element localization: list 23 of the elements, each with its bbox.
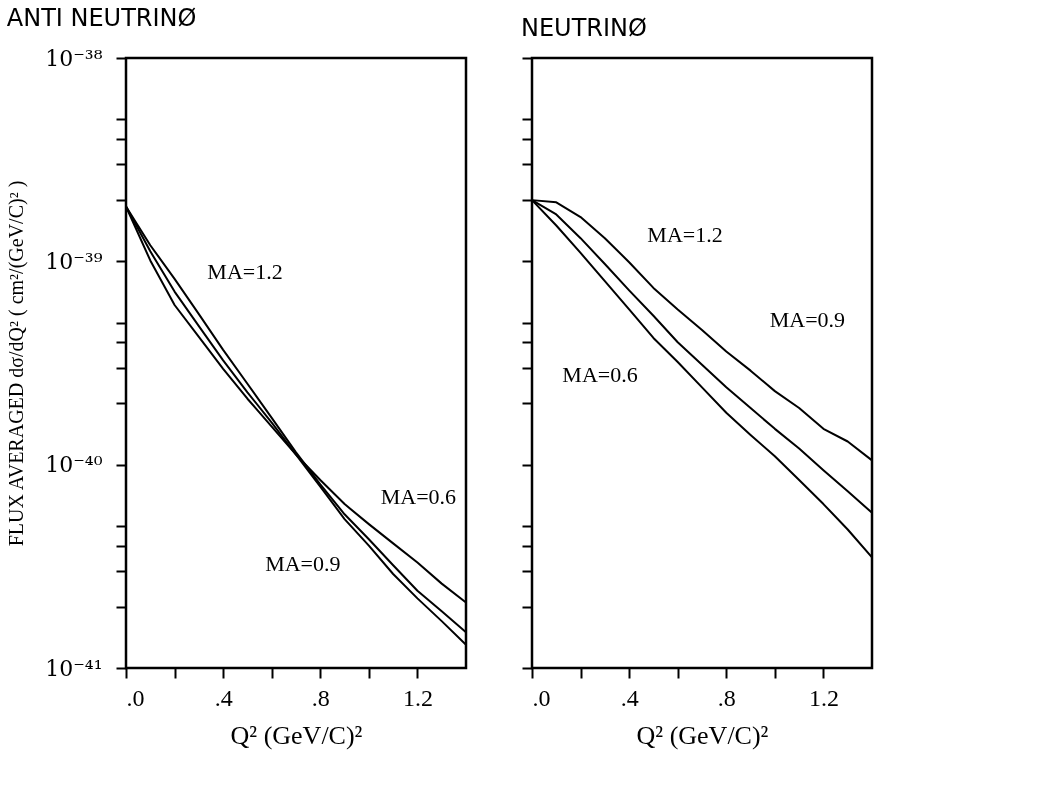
y-axis-title: FLUX AVERAGED dσ/dQ² ( cm²/(GeV/C)² ): [5, 180, 29, 547]
annotation: MA=1.2: [647, 221, 723, 247]
x-tick-label: .4: [620, 684, 639, 711]
annotation: MA=0.9: [265, 551, 341, 577]
annotation: MA=0.6: [380, 484, 457, 510]
chart-title: ANTI NEUTRINØ: [6, 4, 197, 32]
x-tick-label: 1.2: [808, 684, 839, 711]
x-tick-label: 1.2: [402, 684, 433, 711]
annotation: MA=1.2: [207, 258, 283, 284]
x-axis-title: Q² (GeV/C)²: [636, 720, 769, 750]
x-tick-label: .0: [532, 684, 551, 711]
annotation: MA=0.9: [769, 307, 846, 333]
y-tick-label: 10⁻³⁹: [45, 248, 103, 274]
x-tick-label: .0: [126, 684, 145, 711]
x-tick-label: .4: [214, 684, 233, 711]
x-tick-label: .8: [311, 684, 330, 711]
annotation: MA=0.6: [562, 362, 638, 388]
x-tick-label: .8: [717, 684, 736, 711]
y-tick-label: 10⁻³⁸: [45, 45, 103, 71]
x-axis-title: Q² (GeV/C)²: [230, 720, 363, 750]
chart-title: NEUTRINØ: [521, 14, 647, 42]
y-tick-label: 10⁻⁴⁰: [45, 452, 103, 478]
y-tick-label: 10⁻⁴¹: [45, 655, 103, 681]
